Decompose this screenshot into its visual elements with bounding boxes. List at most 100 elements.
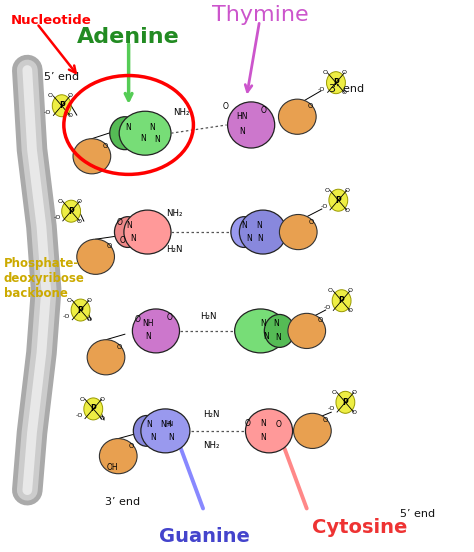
Text: P: P bbox=[68, 206, 74, 216]
Text: -O: -O bbox=[75, 413, 83, 418]
Text: N: N bbox=[140, 134, 146, 143]
Ellipse shape bbox=[246, 409, 292, 453]
Text: N: N bbox=[154, 135, 160, 144]
Text: O: O bbox=[116, 217, 122, 227]
Text: N: N bbox=[241, 221, 247, 230]
Text: Thymine: Thymine bbox=[212, 5, 309, 25]
Text: 3’ end: 3’ end bbox=[105, 497, 140, 507]
Ellipse shape bbox=[228, 102, 275, 148]
Ellipse shape bbox=[100, 439, 137, 474]
Text: N: N bbox=[275, 333, 282, 342]
Text: O: O bbox=[102, 143, 108, 148]
Circle shape bbox=[332, 290, 351, 312]
Ellipse shape bbox=[235, 309, 286, 353]
Text: N: N bbox=[273, 319, 279, 328]
Ellipse shape bbox=[87, 339, 125, 375]
Text: N: N bbox=[260, 418, 266, 428]
Text: O: O bbox=[106, 243, 111, 250]
Text: O: O bbox=[99, 416, 104, 421]
Text: N: N bbox=[264, 332, 269, 341]
Text: HN: HN bbox=[236, 112, 247, 121]
Text: O: O bbox=[77, 219, 82, 224]
Text: N: N bbox=[146, 420, 152, 429]
Text: O: O bbox=[332, 390, 337, 395]
Text: O: O bbox=[328, 288, 333, 293]
Circle shape bbox=[336, 391, 355, 413]
Text: -O: -O bbox=[44, 110, 51, 115]
Ellipse shape bbox=[231, 217, 257, 247]
Ellipse shape bbox=[293, 413, 331, 448]
Text: O: O bbox=[87, 298, 91, 302]
Text: -O: -O bbox=[53, 215, 61, 220]
Text: 3’ end: 3’ end bbox=[329, 84, 364, 94]
Text: O: O bbox=[309, 219, 314, 225]
Text: P: P bbox=[333, 78, 339, 87]
Text: O: O bbox=[68, 93, 73, 98]
Ellipse shape bbox=[264, 315, 294, 347]
Text: N: N bbox=[126, 123, 131, 132]
Ellipse shape bbox=[279, 215, 317, 250]
Text: -O: -O bbox=[324, 305, 331, 310]
Text: O: O bbox=[166, 313, 172, 322]
Text: O: O bbox=[351, 410, 356, 415]
Text: H₂N: H₂N bbox=[166, 245, 183, 253]
Ellipse shape bbox=[124, 210, 171, 254]
Text: N: N bbox=[246, 234, 252, 243]
Text: N: N bbox=[167, 421, 173, 427]
Ellipse shape bbox=[288, 314, 326, 348]
Ellipse shape bbox=[119, 112, 171, 155]
Circle shape bbox=[327, 72, 346, 94]
Ellipse shape bbox=[141, 409, 190, 453]
Text: O: O bbox=[344, 208, 349, 213]
Text: O: O bbox=[80, 396, 84, 401]
Text: H₂N: H₂N bbox=[203, 410, 219, 419]
Text: Guanine: Guanine bbox=[159, 527, 249, 546]
Text: O: O bbox=[308, 103, 313, 109]
Text: O: O bbox=[261, 105, 267, 115]
Text: N: N bbox=[127, 221, 132, 230]
Text: O: O bbox=[317, 317, 323, 323]
Text: O: O bbox=[245, 418, 250, 428]
Text: O: O bbox=[223, 102, 228, 112]
Text: -O: -O bbox=[318, 87, 326, 92]
Circle shape bbox=[52, 95, 71, 116]
Text: O: O bbox=[322, 70, 327, 75]
Ellipse shape bbox=[278, 99, 316, 134]
Text: O: O bbox=[342, 90, 347, 95]
Text: NH₂: NH₂ bbox=[166, 209, 183, 218]
Text: N: N bbox=[260, 319, 266, 328]
Text: Nucleotide: Nucleotide bbox=[11, 14, 91, 27]
Text: N: N bbox=[260, 433, 266, 442]
Text: O: O bbox=[48, 93, 53, 98]
Ellipse shape bbox=[110, 116, 140, 150]
Text: N: N bbox=[257, 221, 263, 230]
Text: P: P bbox=[339, 296, 345, 305]
Text: -O: -O bbox=[328, 406, 335, 411]
Ellipse shape bbox=[77, 239, 115, 274]
Text: O: O bbox=[120, 236, 126, 245]
Text: N: N bbox=[239, 126, 245, 135]
Ellipse shape bbox=[115, 217, 141, 247]
Text: O: O bbox=[323, 417, 328, 423]
Text: OH: OH bbox=[106, 463, 118, 471]
Text: N: N bbox=[149, 123, 155, 132]
Text: O: O bbox=[342, 70, 347, 75]
Text: NH: NH bbox=[143, 319, 154, 328]
Text: O: O bbox=[344, 188, 349, 193]
Text: O: O bbox=[117, 344, 122, 350]
Text: O: O bbox=[325, 188, 329, 193]
Ellipse shape bbox=[73, 139, 111, 174]
Text: O: O bbox=[68, 113, 73, 118]
Text: O: O bbox=[129, 443, 134, 449]
Text: N: N bbox=[168, 433, 174, 442]
Text: 5’ end: 5’ end bbox=[400, 509, 435, 519]
Text: O: O bbox=[99, 396, 104, 401]
Text: NH₂: NH₂ bbox=[203, 440, 219, 450]
Circle shape bbox=[62, 200, 81, 222]
Text: O: O bbox=[275, 420, 282, 429]
Text: H₂N: H₂N bbox=[201, 311, 217, 321]
Text: N: N bbox=[146, 332, 151, 341]
Ellipse shape bbox=[132, 309, 180, 353]
Text: O: O bbox=[135, 315, 141, 325]
Text: P: P bbox=[336, 196, 341, 205]
